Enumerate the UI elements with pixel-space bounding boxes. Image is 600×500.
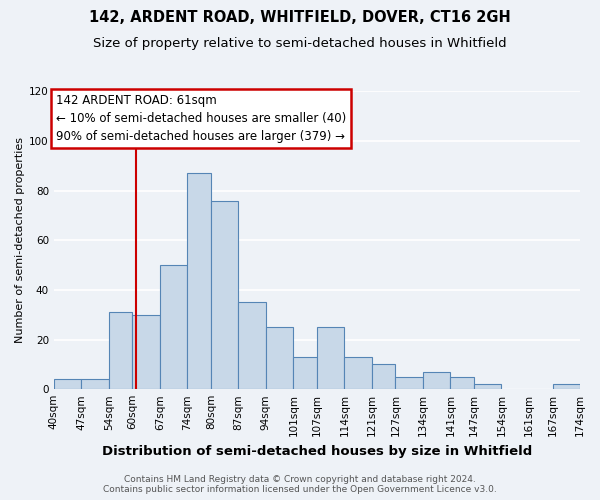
Bar	[187, 174, 211, 389]
Text: 142, ARDENT ROAD, WHITFIELD, DOVER, CT16 2GH: 142, ARDENT ROAD, WHITFIELD, DOVER, CT16…	[89, 10, 511, 25]
Bar	[317, 327, 344, 389]
Bar	[293, 357, 317, 389]
Bar	[81, 380, 109, 389]
Bar	[474, 384, 502, 389]
Bar	[423, 372, 451, 389]
Text: 142 ARDENT ROAD: 61sqm
← 10% of semi-detached houses are smaller (40)
90% of sem: 142 ARDENT ROAD: 61sqm ← 10% of semi-det…	[56, 94, 346, 143]
Bar	[211, 200, 238, 389]
X-axis label: Distribution of semi-detached houses by size in Whitfield: Distribution of semi-detached houses by …	[102, 444, 532, 458]
Bar	[344, 357, 372, 389]
Bar	[395, 377, 423, 389]
Bar	[266, 327, 293, 389]
Text: Size of property relative to semi-detached houses in Whitfield: Size of property relative to semi-detach…	[93, 38, 507, 51]
Bar	[372, 364, 395, 389]
Text: Contains HM Land Registry data © Crown copyright and database right 2024.: Contains HM Land Registry data © Crown c…	[124, 475, 476, 484]
Bar	[109, 312, 133, 389]
Bar	[553, 384, 580, 389]
Bar	[160, 265, 187, 389]
Text: Contains public sector information licensed under the Open Government Licence v3: Contains public sector information licen…	[103, 484, 497, 494]
Bar	[54, 380, 81, 389]
Bar	[238, 302, 266, 389]
Bar	[133, 315, 160, 389]
Y-axis label: Number of semi-detached properties: Number of semi-detached properties	[15, 138, 25, 344]
Bar	[451, 377, 474, 389]
